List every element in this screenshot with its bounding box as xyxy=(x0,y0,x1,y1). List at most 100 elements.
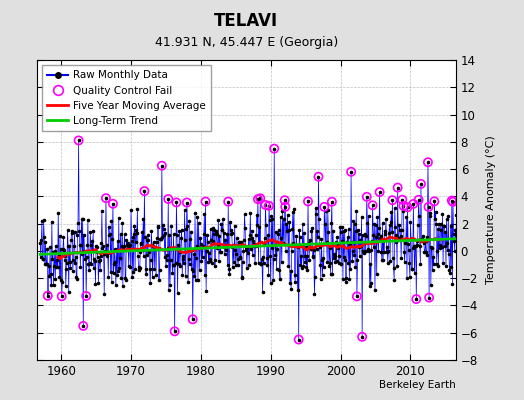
Point xyxy=(112,282,120,288)
Point xyxy=(56,232,64,239)
Point xyxy=(417,181,425,187)
Point xyxy=(294,244,302,250)
Point xyxy=(216,249,224,255)
Point xyxy=(425,213,434,219)
Point xyxy=(228,244,236,250)
Point xyxy=(214,216,223,223)
Point xyxy=(311,211,320,217)
Point xyxy=(190,272,199,279)
Point xyxy=(104,274,113,280)
Point xyxy=(315,244,324,250)
Point xyxy=(443,240,451,246)
Point xyxy=(221,251,229,257)
Point xyxy=(431,208,440,215)
Point xyxy=(314,174,323,180)
Point xyxy=(157,235,165,242)
Point xyxy=(68,228,76,234)
Point xyxy=(297,252,305,259)
Point xyxy=(211,257,220,263)
Point xyxy=(394,235,402,241)
Point xyxy=(377,248,386,255)
Point xyxy=(189,316,197,322)
Point xyxy=(162,252,171,258)
Point xyxy=(277,235,286,241)
Point xyxy=(81,248,90,254)
Point xyxy=(161,230,170,236)
Point xyxy=(279,216,288,223)
Point xyxy=(189,316,197,322)
Point xyxy=(131,266,139,272)
Point xyxy=(39,256,47,262)
Point xyxy=(47,282,56,288)
Point xyxy=(286,268,294,274)
Point xyxy=(361,230,369,237)
Point xyxy=(312,205,320,211)
Point xyxy=(223,262,232,268)
Point xyxy=(178,272,187,278)
Point xyxy=(80,248,89,254)
Point xyxy=(85,267,93,273)
Point xyxy=(246,232,254,238)
Point xyxy=(249,243,258,249)
Point xyxy=(348,258,356,265)
Point xyxy=(133,230,141,236)
Point xyxy=(379,257,387,263)
Point xyxy=(355,231,364,238)
Point xyxy=(285,227,293,233)
Point xyxy=(123,242,132,249)
Point xyxy=(417,181,425,187)
Point xyxy=(282,247,290,254)
Point xyxy=(172,199,181,206)
Point xyxy=(244,250,252,256)
Point xyxy=(324,207,332,214)
Point xyxy=(424,204,433,210)
Point xyxy=(189,268,198,274)
Point xyxy=(108,236,116,242)
Point xyxy=(353,257,362,263)
Point xyxy=(54,210,62,216)
Point xyxy=(322,239,331,245)
Point xyxy=(168,245,176,251)
Point xyxy=(200,210,209,217)
Point xyxy=(378,257,386,263)
Point xyxy=(175,227,183,234)
Point xyxy=(400,249,408,255)
Point xyxy=(374,248,383,254)
Point xyxy=(314,174,323,180)
Point xyxy=(408,265,416,272)
Point xyxy=(398,196,407,203)
Point xyxy=(141,266,150,272)
Point xyxy=(72,274,81,280)
Point xyxy=(420,240,428,246)
Point xyxy=(424,204,433,210)
Point xyxy=(341,227,349,234)
Point xyxy=(43,292,52,299)
Point xyxy=(141,234,149,240)
Point xyxy=(432,261,441,267)
Point xyxy=(222,242,231,248)
Point xyxy=(427,282,435,288)
Point xyxy=(333,234,341,240)
Point xyxy=(293,242,301,249)
Point xyxy=(69,268,77,275)
Point xyxy=(226,219,234,225)
Point xyxy=(351,221,359,228)
Point xyxy=(407,236,415,242)
Point xyxy=(411,243,420,250)
Point xyxy=(214,242,222,248)
Point xyxy=(114,268,123,275)
Point xyxy=(337,261,345,268)
Point xyxy=(113,238,122,244)
Point xyxy=(142,270,150,277)
Point xyxy=(79,323,88,329)
Point xyxy=(431,216,439,222)
Point xyxy=(257,260,265,267)
Point xyxy=(451,227,460,233)
Point xyxy=(260,240,268,246)
Point xyxy=(280,240,288,247)
Point xyxy=(116,255,124,262)
Point xyxy=(320,204,329,210)
Point xyxy=(406,219,414,226)
Point xyxy=(262,222,270,228)
Point xyxy=(188,266,196,272)
